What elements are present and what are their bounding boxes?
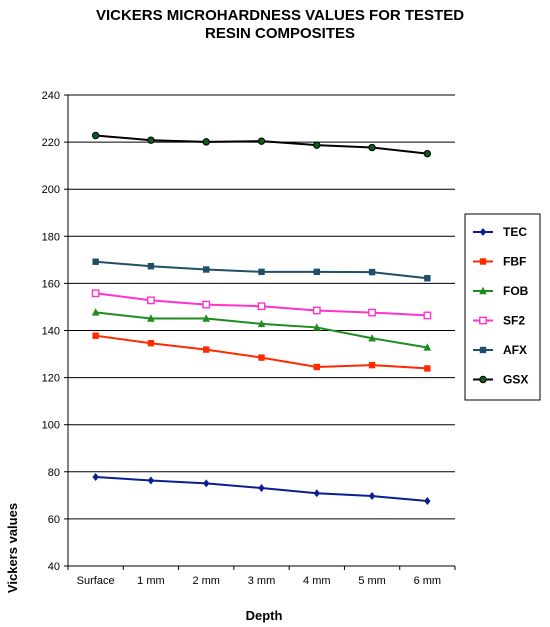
data-point-fob <box>202 314 211 322</box>
y-tick-label: 220 <box>42 137 60 149</box>
series-sf2 <box>91 289 432 320</box>
legend: TEC FBF FOB SF2 AFX GSX <box>464 213 541 401</box>
legend-label-fbf: FBF <box>503 255 526 269</box>
data-point-sf2 <box>368 308 376 317</box>
y-axis-label: Vickers values <box>5 503 20 593</box>
data-point-fob <box>312 323 321 331</box>
series-tec <box>92 472 431 506</box>
data-point-sf2 <box>423 311 432 320</box>
data-point-tec <box>203 479 210 488</box>
data-point-sf2 <box>202 300 211 309</box>
data-point-afx <box>368 268 376 276</box>
chart-title-line-2: RESIN COMPOSITES <box>205 25 355 42</box>
y-tick-label: 100 <box>42 420 60 432</box>
x-tick-label: 2 mm <box>192 575 220 587</box>
data-point-sf2 <box>257 302 266 311</box>
axis-layer: 40 60 80 100 120 140 160 180 200 220 240 Surface 1 m… <box>42 90 456 587</box>
data-point-gsx <box>91 131 100 140</box>
data-point-tec <box>92 472 99 481</box>
x-tick-label: Surface <box>77 575 115 587</box>
y-tick-label: 180 <box>42 231 60 243</box>
data-point-tec <box>147 476 155 485</box>
data-point-fob <box>91 308 100 316</box>
x-tick-label: 1 mm <box>137 575 165 587</box>
data-point-sf2 <box>147 296 155 305</box>
y-tick-label: 40 <box>48 561 60 573</box>
series-gsx <box>91 131 432 158</box>
y-tick-label: 80 <box>48 467 60 479</box>
data-point-gsx <box>423 149 432 158</box>
legend-marker-tec <box>479 228 487 236</box>
data-point-afx <box>258 268 265 276</box>
data-point-afx <box>424 275 431 282</box>
legend-label-gsx: GSX <box>503 373 528 387</box>
series-line-fbf <box>95 334 428 370</box>
data-point-fob <box>147 314 155 322</box>
data-point-fbf <box>368 361 376 369</box>
data-point-tec <box>313 489 320 498</box>
x-tick-label: 6 mm <box>414 575 442 587</box>
legend-label-fob: FOB <box>503 284 529 298</box>
y-tick-label: 120 <box>42 373 60 385</box>
legend-label-sf2: SF2 <box>503 314 525 328</box>
data-point-fob <box>423 343 432 351</box>
data-point-sf2 <box>91 289 100 298</box>
y-tick-label: 140 <box>42 326 60 338</box>
legend-box <box>464 213 541 401</box>
x-tick-label: 4 mm <box>303 575 331 587</box>
data-point-afx <box>92 258 99 265</box>
data-point-sf2 <box>312 306 321 315</box>
legend-marker-afx <box>479 346 487 354</box>
data-point-afx <box>147 263 155 270</box>
series-afx <box>92 258 431 282</box>
legend-label-afx: AFX <box>503 343 527 357</box>
data-point-fbf <box>92 332 99 339</box>
legend-marker-fbf <box>479 258 487 265</box>
data-point-gsx <box>147 136 155 144</box>
y-tick-label: 240 <box>42 90 60 102</box>
x-tick-label: 5 mm <box>358 575 386 587</box>
data-point-fbf <box>258 354 265 361</box>
series-layer <box>91 131 432 506</box>
data-point-gsx <box>202 138 210 146</box>
y-tick-label: 200 <box>42 184 60 196</box>
data-point-gsx <box>313 141 321 149</box>
data-point-tec <box>424 497 431 506</box>
data-point-afx <box>313 268 320 276</box>
data-point-tec <box>368 492 376 501</box>
y-tick-label: 60 <box>48 514 60 526</box>
series-fbf <box>92 332 431 372</box>
data-point-fob <box>257 319 266 328</box>
data-point-fbf <box>313 363 320 371</box>
data-point-gsx <box>368 143 376 152</box>
chart-title-line-1: VICKERS MICROHARDNESS VALUES FOR TESTED <box>96 7 464 24</box>
data-point-fob <box>368 334 376 342</box>
data-point-tec <box>258 484 265 493</box>
data-point-fbf <box>147 340 155 347</box>
data-point-gsx <box>257 137 266 145</box>
legend-marker-fob <box>479 286 487 295</box>
data-point-afx <box>203 266 210 273</box>
legend-marker-sf2 <box>479 316 487 325</box>
legend-label-tec: TEC <box>503 225 527 239</box>
x-axis-label: Depth <box>246 608 283 623</box>
data-point-fbf <box>203 346 210 353</box>
x-tick-label: 3 mm <box>248 575 276 587</box>
data-point-fbf <box>424 365 431 372</box>
series-fob <box>91 308 432 351</box>
y-tick-label: 160 <box>42 278 60 290</box>
legend-marker-gsx <box>479 375 487 384</box>
